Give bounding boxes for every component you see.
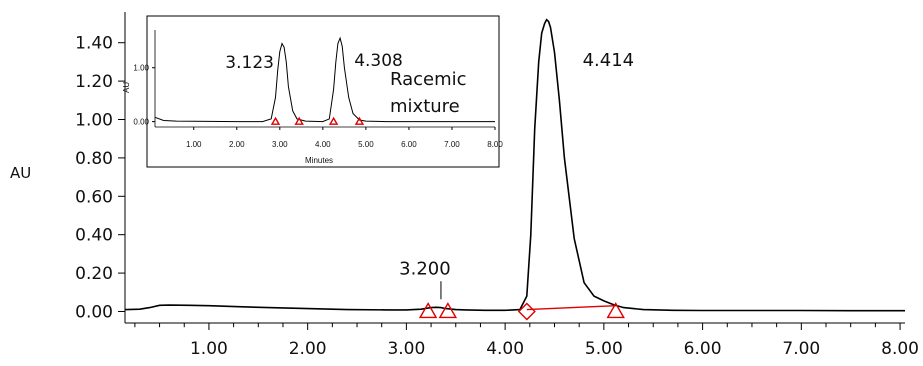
inset-series-line [154, 36, 495, 123]
main-x-tick-label: 6.00 [684, 339, 722, 359]
inset-y-tick-label: 0.00 [133, 118, 149, 127]
main-peak-label: 3.200 [399, 258, 451, 279]
inset-y-axis-label: AU [122, 82, 131, 93]
inset-triangle-marker [294, 116, 304, 125]
main-y-tick-label: 0.20 [75, 264, 113, 284]
main-integration-baseline [526, 305, 616, 311]
inset-chart: AU Minutes 1.00 2.00 3.00 4.00 5.00 6.00 7.00 8… [122, 15, 503, 168]
main-x-tick-label: 8.00 [881, 339, 919, 359]
main-y-tick-label: 1.40 [75, 34, 113, 54]
inset-triangle-marker [354, 116, 365, 125]
y-axis-label: AU [10, 164, 31, 182]
inset-annotation-line-2: mixture [390, 96, 460, 117]
main-x-tick-label: 7.00 [782, 339, 820, 359]
main-triangle-marker [418, 302, 438, 319]
inset-annotation-line-1: Racemic [390, 69, 467, 90]
inset-peak-label: 4.308 [354, 51, 403, 71]
inset-x-tick-label: 1.00 [186, 140, 202, 149]
main-y-tick-label: 0.40 [75, 226, 113, 246]
inset-x-tick-label: 7.00 [444, 140, 460, 149]
main-x-tick-label: 1.00 [190, 339, 228, 359]
main-x-tick-label: 5.00 [585, 339, 623, 359]
main-x-tick-label: 2.00 [289, 339, 327, 359]
inset-x-tick-label: 6.00 [401, 140, 417, 149]
inset-triangle-marker [328, 116, 339, 125]
main-triangle-marker [606, 302, 625, 319]
inset-x-tick-label: 3.00 [272, 140, 288, 149]
inset-x-tick-label: 8.00 [487, 140, 503, 149]
inset-x-tick-label: 4.00 [315, 140, 331, 149]
main-y-tick-label: 1.20 [75, 72, 113, 92]
main-y-tick-label: 0.80 [75, 149, 113, 169]
inset-y-tick-label: 1.00 [133, 64, 149, 73]
main-peak-label: 4.414 [583, 50, 635, 71]
main-y-tick-label: 1.00 [75, 111, 113, 131]
main-axes [124, 12, 905, 324]
main-diamond-marker [517, 302, 536, 321]
inset-peak-label: 3.123 [225, 53, 274, 73]
inset-x-axis-label: Minutes [305, 156, 333, 165]
main-y-tick-label: 0.00 [75, 302, 113, 322]
main-x-tick-label: 4.00 [486, 339, 524, 359]
inset-triangle-marker [270, 116, 281, 125]
main-triangle-marker [438, 302, 458, 319]
inset-x-tick-label: 2.00 [229, 140, 245, 149]
inset-x-tick-label: 5.00 [358, 140, 374, 149]
main-x-tick-label: 3.00 [387, 339, 425, 359]
main-y-tick-label: 0.60 [75, 187, 113, 207]
